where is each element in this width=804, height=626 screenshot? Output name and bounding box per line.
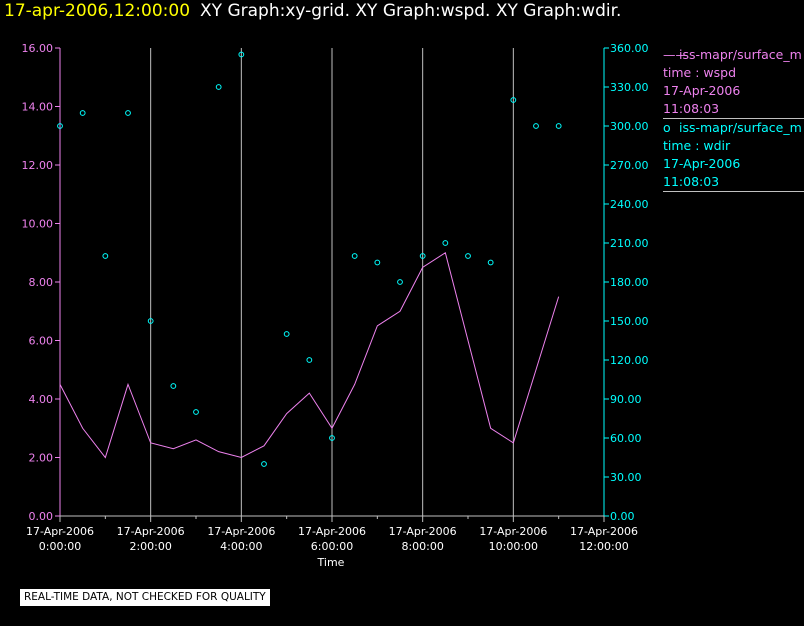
wdir-point-19	[487, 259, 494, 266]
x-tick-time-0: 0:00:00	[39, 540, 81, 553]
legend-wdir-source: o iss-mapr/surface_m	[663, 119, 804, 137]
left-tick-label-6: 12.00	[22, 159, 54, 172]
x-tick-date-2: 17-Apr-2006	[207, 525, 275, 538]
wdir-point-7	[215, 84, 222, 90]
legend-line-marker: ——	[663, 47, 688, 62]
legend-entry-wdir: o iss-mapr/surface_m time : wdir 17-Apr-2…	[663, 119, 804, 192]
x-tick-date-0: 17-Apr-2006	[26, 525, 94, 538]
wdir-point-11	[306, 357, 313, 363]
left-tick-label-2: 4.00	[29, 393, 54, 406]
wdir-point-13	[351, 253, 358, 259]
wdir-point-21	[533, 123, 539, 129]
legend-entry-wspd: ——iss-mapr/surface_m time : wspd 17-Apr-…	[663, 46, 804, 119]
right-tick-label-9: 270.00	[610, 159, 649, 172]
wdir-point-6	[193, 409, 199, 415]
wdir-point-10	[283, 331, 290, 337]
wspd-series	[59, 251, 560, 459]
wspd-line	[59, 251, 560, 459]
x-tick-time-2: 4:00:00	[220, 540, 262, 553]
wdir-point-0	[57, 123, 63, 129]
wdir-point-5	[170, 383, 177, 389]
left-tick-label-1: 2.00	[29, 452, 54, 465]
title-bar: 17-apr-2006,12:00:00 XY Graph:xy-grid. XY…	[4, 1, 621, 21]
right-tick-label-11: 330.00	[610, 81, 649, 94]
left-tick-label-0: 0.00	[29, 510, 54, 523]
left-tick-label-5: 10.00	[22, 218, 54, 231]
legend-wspd-date: 17-Apr-2006	[663, 83, 741, 98]
x-tick-date-6: 17-Apr-2006	[570, 525, 638, 538]
wdir-point-17	[442, 240, 449, 246]
right-tick-label-12: 360.00	[610, 42, 649, 55]
right-tick-label-5: 150.00	[610, 315, 649, 328]
legend-wspd-var: time : wspd	[663, 65, 737, 80]
wdir-series	[57, 51, 562, 467]
x-tick-time-6: 12:00:00	[579, 540, 628, 553]
wdir-point-3	[125, 110, 131, 116]
wdir-point-20	[510, 97, 517, 103]
wdir-point-1	[79, 110, 86, 116]
wdir-point-2	[102, 253, 109, 259]
wdir-point-12	[329, 435, 335, 441]
x-tick-date-4: 17-Apr-2006	[389, 525, 457, 538]
legend: ——iss-mapr/surface_m time : wspd 17-Apr-…	[663, 46, 804, 192]
right-tick-label-4: 120.00	[610, 354, 649, 367]
title-date: 17-apr-2006,12:00:00	[4, 1, 191, 21]
legend-wdir-source-text: iss-mapr/surface_m	[679, 120, 802, 135]
legend-wspd-time: 11:08:03	[663, 101, 720, 116]
legend-wspd-source: ——iss-mapr/surface_m	[663, 46, 804, 64]
title-graph-list: XY Graph:xy-grid. XY Graph:wspd. XY Grap…	[200, 1, 622, 21]
right-tick-label-8: 240.00	[610, 198, 649, 211]
right-axis-ticks: 0.00 30.00 60.00 90.00 120.00 150.00 180.00 210…	[604, 42, 649, 523]
wdir-point-16	[419, 253, 426, 259]
left-tick-label-8: 16.00	[22, 42, 54, 55]
right-tick-label-0: 0.00	[610, 510, 635, 523]
left-tick-label-7: 14.00	[22, 101, 54, 114]
left-tick-label-4: 8.00	[29, 276, 54, 289]
legend-wdir-date: 17-Apr-2006	[663, 156, 741, 171]
x-tick-date-1: 17-Apr-2006	[117, 525, 185, 538]
wdir-point-22	[555, 123, 562, 129]
left-axis-ticks: 0.00 2.00 4.00 6.00 8.00 10.00 12.00 14.00 16.00	[22, 42, 60, 523]
x-tick-time-5: 10:00:00	[489, 540, 538, 553]
x-tick-time-4: 8:00:00	[401, 540, 443, 553]
x-tick-date-5: 17-Apr-2006	[479, 525, 547, 538]
wdir-point-4	[147, 318, 154, 324]
wdir-point-15	[397, 279, 403, 285]
wdir-point-8	[238, 51, 245, 58]
legend-wspd-source-text: iss-mapr/surface_m	[679, 47, 802, 62]
right-tick-label-10: 300.00	[610, 120, 649, 133]
right-tick-label-1: 30.00	[610, 471, 642, 484]
right-tick-label-6: 180.00	[610, 276, 649, 289]
x-axis-label: Time	[317, 556, 345, 569]
right-tick-label-3: 90.00	[610, 393, 642, 406]
wdir-point-9	[261, 461, 267, 467]
wdir-point-14	[374, 259, 381, 266]
left-tick-label-3: 6.00	[29, 335, 54, 348]
x-tick-date-3: 17-Apr-2006	[298, 525, 366, 538]
x-tick-time-1: 2:00:00	[129, 540, 171, 553]
right-tick-label-7: 210.00	[610, 237, 649, 250]
legend-circle-marker: o	[663, 120, 671, 135]
x-tick-time-3: 6:00:00	[311, 540, 353, 553]
wdir-point-18	[465, 253, 471, 259]
legend-wdir-time: 11:08:03	[663, 174, 720, 189]
right-tick-label-2: 60.00	[610, 432, 642, 445]
grid-lines	[59, 48, 605, 516]
x-axis-ticks: 17-Apr-2006 0:00:00 17-Apr-2006 2:00:00 17-A…	[26, 516, 638, 553]
quality-note: REAL-TIME DATA, NOT CHECKED FOR QUALITY	[20, 589, 270, 606]
legend-wdir-var: time : wdir	[663, 138, 731, 153]
